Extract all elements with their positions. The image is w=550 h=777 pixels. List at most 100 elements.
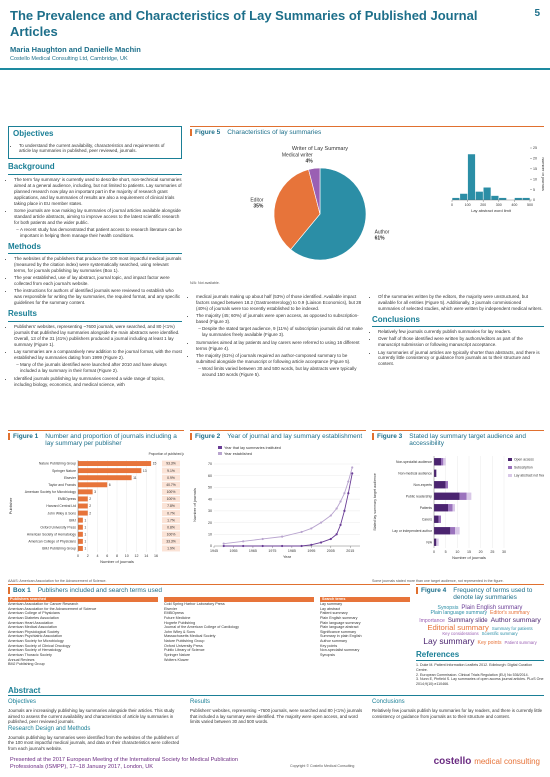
x-tick-label: 1955	[229, 549, 237, 553]
publishers-col: Cold Spring Harbor Laboratory Press Elsev…	[164, 597, 314, 666]
y-axis-label: Stated lay summary target audience	[373, 473, 377, 531]
proportion-cell	[162, 495, 180, 502]
cloud-term: Plain English summary	[461, 604, 523, 611]
figure-title: Characteristics of lay summaries	[227, 129, 322, 136]
x-tick-label: 16	[154, 554, 158, 558]
data-point	[329, 538, 332, 541]
list-item: Key points	[320, 643, 338, 648]
slice-value: 4%	[305, 159, 313, 165]
x-tick-label: 300	[496, 203, 502, 207]
bar-value: 6	[109, 483, 111, 487]
data-point	[351, 472, 354, 475]
list-item: Massachusetts Medical Society	[164, 634, 216, 639]
bar	[78, 496, 88, 502]
list-item: Annual Reviews	[8, 657, 35, 662]
list-item: American Physiological Society	[8, 629, 60, 634]
bar	[78, 482, 108, 488]
proportion-cell	[162, 481, 180, 488]
proportion-label: 1.9%	[167, 547, 175, 551]
background: Background The term 'lay summary' is curr…	[8, 162, 182, 238]
list-item: Future Medicine	[164, 615, 191, 620]
category-label: Patients	[420, 506, 433, 510]
x-tick-label: 10	[455, 550, 459, 554]
y-axis-label: Number of journals	[192, 489, 197, 523]
cloud-term: Summary slide	[447, 617, 488, 624]
proportion-cell	[162, 474, 180, 481]
abstract-col: Conclusions Relatively few journals publi…	[372, 698, 544, 752]
category-label: John Wiley & Sons	[48, 511, 77, 515]
proportion-cell	[162, 502, 180, 509]
figure-1-chart: Proportion of published journals 0 2 4 6 8 10 1…	[8, 452, 194, 564]
cloud-term: Plain language summary	[430, 610, 488, 617]
x-tick-label: 6	[106, 554, 108, 558]
proportion-label: 93.3%	[166, 462, 176, 466]
bar-segment	[459, 492, 467, 500]
y-tick-label: 40	[208, 498, 212, 502]
list-item: Elsevier	[164, 606, 178, 611]
cloud-term: Lay summary	[423, 635, 475, 646]
pie-title: Writer of Lay Summary	[292, 146, 348, 152]
series-line	[223, 467, 353, 545]
abstract-heading: Abstract	[8, 686, 544, 696]
x-tick-label: 14	[144, 554, 148, 558]
word-cloud: Synopsis Plain English summary Plain langu…	[416, 602, 544, 649]
category-label: Carers	[422, 517, 432, 521]
cloud-term: Scientific summary	[481, 631, 518, 637]
bar-segment	[434, 469, 437, 477]
bar-value: 3	[94, 490, 96, 494]
bar-value: 2	[89, 511, 91, 515]
slice-label: Editor	[250, 198, 263, 204]
y-tick-label: 50	[208, 486, 212, 490]
proportion-cell	[162, 460, 180, 467]
bullet: The year established, use of lay abstrac…	[14, 275, 182, 287]
publishers-col: Publishers searched American Association …	[8, 597, 158, 666]
box-table: Publishers searched American Association …	[8, 597, 410, 666]
bar-segment	[448, 504, 453, 512]
table-header	[164, 597, 314, 603]
bullet: Publishers' websites, representing ~7600…	[14, 324, 182, 348]
section-heading: Methods	[8, 242, 182, 255]
bullet: The majority (45; 60%) of journals were …	[196, 313, 364, 325]
x-tick-label: 10	[125, 554, 129, 558]
logo-name: costello	[433, 756, 472, 767]
proportion-cell	[162, 545, 180, 552]
results-continued: medical journals making up about half (5…	[190, 294, 364, 378]
pie-slice	[308, 168, 321, 215]
histogram-bar	[475, 192, 483, 201]
bar-segment	[434, 492, 460, 500]
list-item: American College of Physicians	[8, 611, 60, 616]
bar-segment	[466, 492, 472, 500]
slice-value: 61%	[375, 236, 386, 242]
figure-2-chart: 0 10 20 30 40 50 60 70 1945 1955 1965 1975 1985 1995 2…	[192, 446, 360, 559]
bullet: The websites of the publishers that prod…	[14, 256, 182, 274]
category-label: Springer Nature	[52, 469, 76, 473]
abstract-text: Journals publishing lay summaries were i…	[8, 734, 180, 752]
list-item: Nature Publishing Group	[164, 639, 205, 644]
category-label: Harvard Central Ltd	[46, 504, 76, 508]
proportion-cell	[162, 517, 180, 524]
list-item: 1. Duke M. Patient Information Leaflets …	[416, 663, 533, 673]
legend-label: Lay abstract not freely available	[514, 474, 544, 478]
y-tick-label: 0	[210, 545, 212, 549]
section-heading: Background	[8, 162, 182, 175]
reference-list: 1. Duke M. Patient Information Leaflets …	[416, 663, 544, 686]
list-item: American Psychiatric Association	[8, 634, 63, 639]
bar	[78, 545, 83, 551]
histogram-bar	[460, 194, 468, 201]
cloud-term: Patient summary	[504, 639, 537, 645]
footer-meeting: Presented at the 2017 European Meeting o…	[10, 757, 238, 770]
list-item: EMBOpress	[164, 611, 184, 616]
cloud-term: Editorial summary	[427, 623, 489, 633]
data-point	[319, 541, 323, 545]
cloud-term: Summary for patients	[491, 626, 533, 632]
data-point	[329, 514, 332, 518]
header-rule	[0, 68, 550, 70]
list-item: Summary in plain English	[320, 634, 362, 639]
bar-value: 2	[89, 497, 91, 501]
box-title: Publishers included and search terms use…	[37, 587, 162, 594]
bar-value: 13	[143, 469, 147, 473]
data-point	[335, 507, 338, 511]
list-item: Plain English summary	[320, 615, 358, 620]
